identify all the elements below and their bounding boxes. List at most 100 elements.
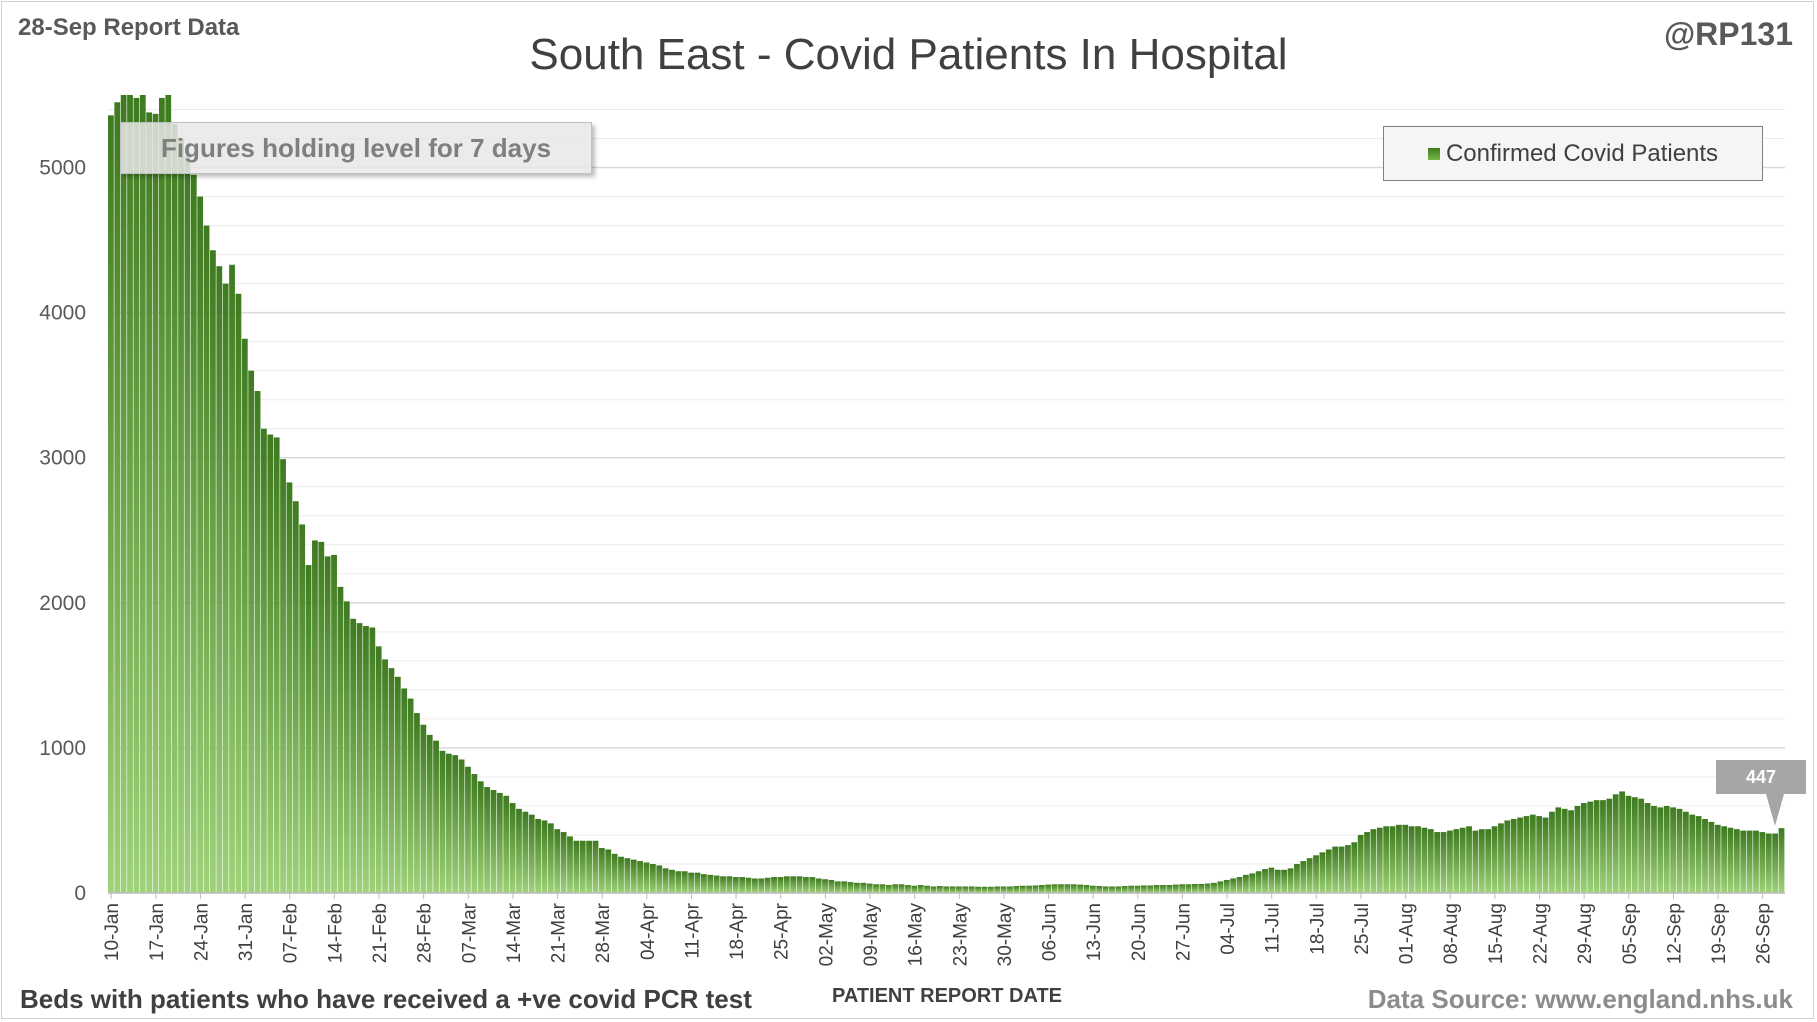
bar <box>1555 807 1562 893</box>
x-tick-label: 06-Jun <box>1040 903 1061 961</box>
bar <box>394 676 401 893</box>
bar <box>159 97 165 894</box>
bar <box>235 293 242 893</box>
bar <box>911 885 918 893</box>
bar <box>452 755 459 893</box>
bar <box>796 876 803 893</box>
bar <box>854 882 860 893</box>
y-tick-label: 2000 <box>39 592 86 615</box>
bar <box>739 877 746 893</box>
bar <box>1172 884 1179 893</box>
bar <box>879 884 886 893</box>
bar <box>847 882 854 893</box>
bar <box>1204 883 1211 893</box>
bar <box>643 862 650 893</box>
bar <box>401 688 408 893</box>
bar <box>905 885 911 893</box>
bar <box>324 556 331 893</box>
bar <box>248 370 255 893</box>
x-tick-label: 04-Apr <box>638 902 659 960</box>
bar <box>567 836 573 893</box>
bar <box>1702 819 1708 893</box>
bar <box>509 803 516 893</box>
bar <box>1619 791 1625 893</box>
bar <box>1338 846 1345 893</box>
bar <box>630 859 637 893</box>
bar <box>618 856 624 893</box>
bar <box>190 174 197 894</box>
bar <box>1453 829 1460 893</box>
bar <box>1370 829 1377 893</box>
bar <box>1191 884 1198 893</box>
bar <box>885 885 892 893</box>
bar <box>1478 829 1485 893</box>
x-tick-label: 27-Jun <box>1173 903 1194 961</box>
bar <box>1000 886 1007 893</box>
bar <box>1612 794 1619 893</box>
bar <box>1491 826 1498 893</box>
y-tick-label: 4000 <box>39 302 86 325</box>
data-source: Data Source: www.england.nhs.uk <box>1367 984 1793 1014</box>
bar <box>828 879 835 893</box>
bar <box>720 876 726 893</box>
bar <box>331 554 337 893</box>
bar <box>1574 805 1581 893</box>
bar <box>547 823 554 893</box>
bar <box>1561 808 1568 893</box>
y-tick-label: 1000 <box>39 737 86 760</box>
bar <box>1064 884 1071 893</box>
x-tick-label: 21-Feb <box>370 903 391 963</box>
bar <box>1179 884 1186 893</box>
bar <box>1294 863 1300 893</box>
bar <box>433 740 439 893</box>
bar <box>133 97 140 894</box>
bar <box>1727 827 1734 893</box>
bar <box>1676 808 1683 893</box>
chart-legend: Confirmed Covid Patients <box>1383 126 1763 181</box>
bar <box>624 858 631 893</box>
x-tick-label: 07-Feb <box>281 903 302 963</box>
bar <box>356 623 363 893</box>
bar <box>822 879 828 893</box>
bar <box>1778 828 1785 893</box>
bar <box>1593 800 1600 893</box>
x-tick-label: 30-May <box>995 903 1016 967</box>
bar <box>1089 885 1096 893</box>
bar <box>1402 824 1409 893</box>
x-tick-label: 05-Sep <box>1620 903 1641 964</box>
bar <box>1466 826 1472 893</box>
bar <box>522 811 529 893</box>
bar <box>592 840 599 893</box>
bar <box>343 601 350 893</box>
x-tick-label: 25-Jul <box>1352 903 1373 955</box>
bar <box>1389 826 1396 893</box>
bar <box>649 863 656 893</box>
bar <box>1160 885 1166 893</box>
bar <box>1504 820 1511 893</box>
bar <box>809 877 816 893</box>
bar <box>1765 833 1772 893</box>
bar <box>267 434 274 893</box>
bar <box>1007 886 1013 893</box>
bar <box>1721 826 1728 893</box>
bar <box>892 884 899 893</box>
bar <box>1128 885 1135 893</box>
x-tick-label: 21-Mar <box>549 902 570 963</box>
bar <box>369 627 376 893</box>
bar <box>1223 879 1230 893</box>
bar <box>771 877 777 893</box>
bar <box>1364 832 1370 893</box>
bar <box>261 428 267 893</box>
x-tick-label: 08-Aug <box>1441 903 1462 964</box>
bar <box>1568 810 1574 893</box>
bar <box>745 877 752 893</box>
bar <box>1447 830 1453 893</box>
bar <box>1434 832 1441 893</box>
bar <box>732 877 739 893</box>
bar <box>388 668 395 893</box>
bar <box>280 459 286 893</box>
bar <box>560 832 567 893</box>
x-tick-label: 07-Mar <box>459 902 480 963</box>
bar <box>924 885 930 893</box>
